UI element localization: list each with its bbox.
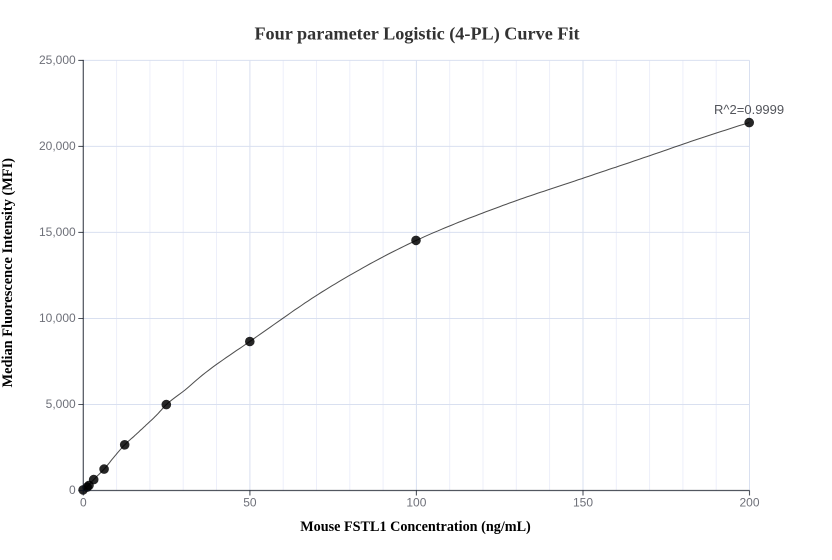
svg-text:10,000: 10,000 <box>39 311 76 325</box>
svg-text:R^2=0.9999: R^2=0.9999 <box>714 102 784 117</box>
svg-text:0: 0 <box>69 483 76 497</box>
svg-text:Median Fluorescence Intensity: Median Fluorescence Intensity (MFI) <box>0 158 16 388</box>
svg-text:Mouse FSTL1 Concentration (ng/: Mouse FSTL1 Concentration (ng/mL) <box>300 519 531 535</box>
svg-text:5,000: 5,000 <box>46 397 76 411</box>
svg-text:100: 100 <box>406 495 426 509</box>
svg-text:25,000: 25,000 <box>39 53 76 67</box>
svg-text:150: 150 <box>573 495 593 509</box>
svg-text:200: 200 <box>739 495 759 509</box>
svg-text:0: 0 <box>80 495 87 509</box>
svg-text:20,000: 20,000 <box>39 139 76 153</box>
svg-text:50: 50 <box>243 495 257 509</box>
svg-text:Four parameter Logistic (4-PL): Four parameter Logistic (4-PL) Curve Fit <box>254 24 579 45</box>
svg-text:15,000: 15,000 <box>39 225 76 239</box>
